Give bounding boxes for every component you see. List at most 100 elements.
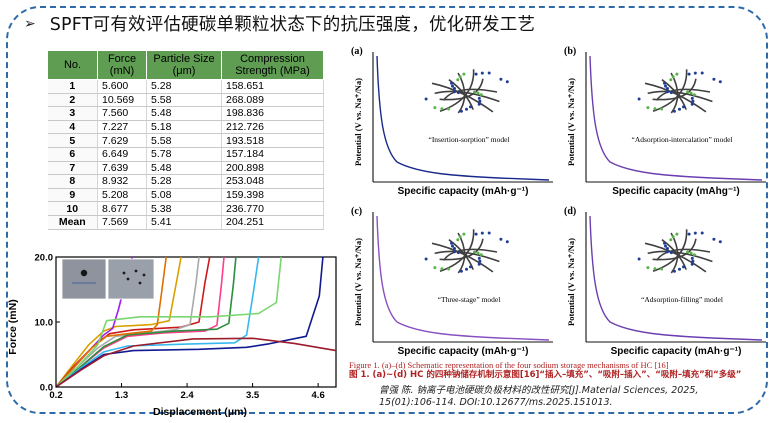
table-cell: 5.08 [146,188,222,203]
sodium-ion-icon [660,107,664,111]
particle-before-icon [80,269,88,277]
sodium-ion-icon [458,75,462,79]
table-cell: 212.726 [221,120,324,135]
sodium-ion-icon [692,253,696,257]
sodium-ion-icon [691,99,695,103]
series-line-9 [55,256,282,388]
sodium-ion-icon [682,265,685,269]
table-row: 9 5.208 5.08 159.398 [47,188,324,203]
sodium-ion-icon [712,237,716,241]
table-cell: 1 [47,79,98,94]
sodium-ion-icon [473,90,476,94]
table-cell: 157.184 [221,147,324,162]
sodium-ion-icon [686,250,689,254]
table-cell: 6.649 [97,147,147,162]
sodium-ion-icon [690,96,694,100]
mechanism-panel-c: (c) Potential (V vs. Na⁺/Na) Specific capa… [351,206,553,357]
sodium-ion-icon [690,262,694,266]
sodium-ion-icon [450,81,453,85]
sodium-ion-icon [474,72,478,76]
sodium-ion-icon [660,267,664,271]
table-row: 3 7.560 5.48 198.836 [47,106,324,121]
sodium-ion-icon [424,257,428,261]
table-cell: 5.58 [146,133,222,148]
graphene-layer [644,242,707,273]
sodium-ion-icon [671,75,675,79]
sodium-ion-icon [453,90,456,94]
sodium-ion-icon [440,107,444,111]
sodium-ion-icon [675,232,679,236]
graphene-layer [431,82,494,113]
arrow-bullet-icon: ➢ [24,14,36,31]
voltage-curve [376,215,550,341]
sodium-ion-icon [451,244,454,248]
micrograph-inset [61,258,155,300]
potential-axis-label: Potential (V vs. Na⁺/Na) [353,78,363,166]
table-cell: 7.569 [97,214,147,230]
fragment-icon [138,281,142,285]
sodium-ion-icon [700,71,704,75]
sodium-ion-icon [456,91,460,95]
slide-title-row: ➢ SPFT可有效评估硬碳单颗粒状态下的抗压强度，优化研发工艺 [24,11,535,35]
table-cell: 5.78 [146,147,222,162]
table-cell: 7.227 [97,120,147,135]
sodium-ion-icon [453,250,456,254]
column-header: Compression Strength (MPa) [221,50,324,80]
sodium-ion-icon [653,107,657,111]
sodium-ion-icon [718,80,722,84]
table-cell: 200.898 [221,161,324,176]
series-line-10 [55,256,324,388]
sodium-ion-icon [669,78,673,82]
sodium-ion-icon [678,267,681,271]
table-row: 10 8.677 5.38 236.770 [47,201,324,216]
panel-letter: (a) [351,46,363,57]
table-cell: Mean [47,214,98,230]
table-header-row: No. Force (mN) Particle Size (μm) Compressi… [47,50,324,80]
sodium-ion-icon [672,109,676,113]
potential-axis-label: Potential (V vs. Na⁺/Na) [566,238,576,326]
x-tick-label: 4.6 [312,390,325,401]
sodium-ion-icon [686,90,689,94]
capacity-axis-label: Specific capacity (mAh·g⁻¹) [398,346,529,357]
sodium-ion-icon [447,107,451,111]
mechanism-panel-d: (d) Potential (V vs. Na⁺/Na) Specific capa… [564,206,766,357]
model-label: “Adsorption-intercalation” model [631,135,732,144]
x-tick-label: 3.5 [246,390,260,401]
sodium-ion-icon [664,84,667,88]
sodium-ion-icon [669,91,673,95]
capacity-axis-label: Specific capacity (mAh·g⁻¹) [611,346,742,357]
sodium-ion-icon [646,266,650,270]
slide-title: SPFT可有效评估硬碳单颗粒状态下的抗压强度，优化研发工艺 [49,14,536,35]
graphene-layer [439,238,484,261]
series-line-1 [55,256,182,388]
sodium-ion-icon [693,71,697,75]
sodium-ion-icon [637,97,641,101]
sodium-ion-icon [669,251,673,255]
table-cell: 5.18 [146,120,222,135]
table-cell: 6 [47,147,98,162]
carbon-structure-illustration [637,229,722,274]
series-line-7 [55,256,167,388]
sodium-ion-icon [480,71,484,75]
table-cell: 159.398 [221,188,324,203]
sodium-ion-icon [458,235,462,239]
chart-series [55,256,337,388]
x-tick-label: 0.2 [49,390,62,401]
table-cell: 5.48 [146,161,222,176]
series-line-8 [55,256,260,388]
table-cell: 236.770 [221,201,324,216]
sodium-ion-icon [459,269,463,273]
sodium-ion-icon [451,84,454,88]
table-cell: 5.28 [146,174,222,189]
sodium-ion-icon [718,240,722,244]
fragment-icon [134,269,138,273]
table-row: 6 6.649 5.78 157.184 [47,147,324,162]
sodium-ion-icon [478,99,482,103]
y-tick-label: 20.0 [35,253,54,264]
sodium-ion-icon [477,262,481,266]
table-cell: 7 [47,161,98,176]
table-row: 8 8.932 5.28 253.048 [47,174,324,189]
fragment-icon [122,271,126,275]
table-cell: 193.518 [221,133,324,148]
sodium-ion-icon [476,91,480,95]
